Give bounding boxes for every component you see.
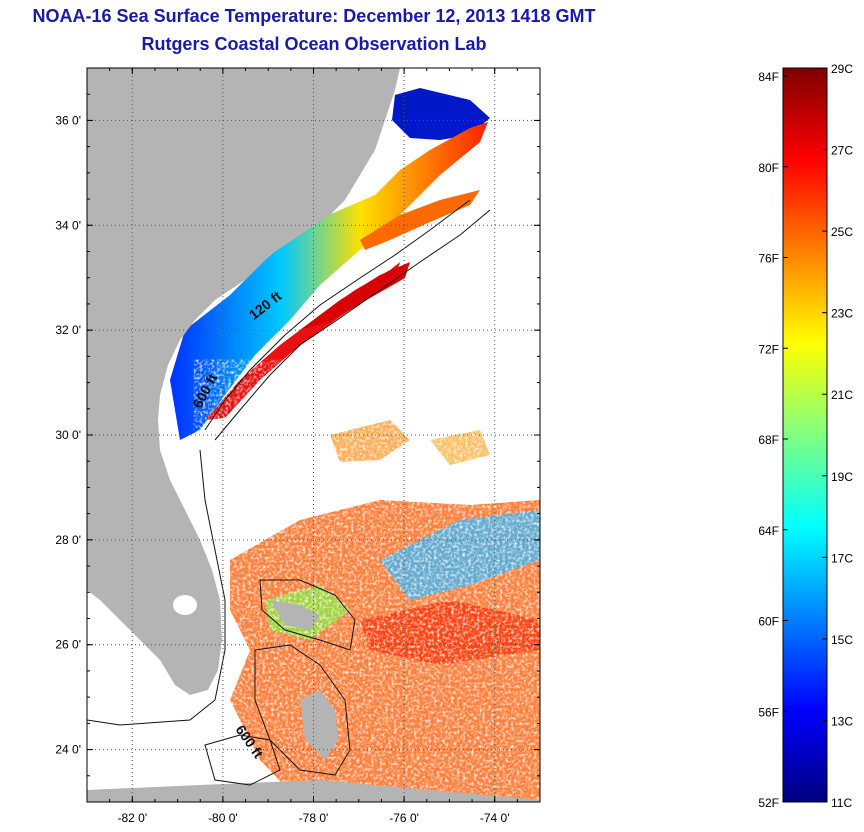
- colorbar-c-label: 11C: [831, 796, 852, 810]
- lat-tick-label: 32 0': [55, 323, 81, 337]
- colorbar-f-label: 64F: [758, 524, 779, 538]
- land-mass-southeast-us: [87, 68, 400, 695]
- colorbar-f-label: 84F: [758, 70, 779, 84]
- lake-okeechobee: [173, 595, 197, 615]
- lat-tick-label: 26 0': [55, 638, 81, 652]
- colorbar-f-label: 52F: [758, 796, 779, 810]
- cold-water-patch: [392, 88, 490, 140]
- axis-ticks: 36 0' 34 0' 32 0' 30 0' 28 0' 26 0' 24 0' -82 0…: [55, 67, 541, 825]
- colorbar-f-label: 76F: [758, 252, 779, 266]
- colorbar-f-label: 72F: [758, 342, 779, 356]
- colorbar-f-label: 60F: [758, 615, 779, 629]
- gulf-stream-core: [300, 262, 410, 330]
- colorbar-c-label: 25C: [831, 225, 853, 239]
- island-grand-bahama: [270, 600, 320, 630]
- island-cuba: [87, 780, 540, 802]
- lon-tick-label: -82 0': [117, 811, 147, 825]
- sst-data-layer: [87, 68, 540, 802]
- lat-tick-label: 24 0': [55, 743, 81, 757]
- contour-little-bahama-bank: [259, 579, 356, 651]
- lat-tick-label: 36 0': [55, 113, 81, 127]
- cloud-speckle: [225, 400, 540, 802]
- colorbar-celsius-labels: 29C 27C 25C 23C 21C 19C 17C 15C 13C 11C: [822, 62, 853, 810]
- colorbar-fahrenheit-labels: 84F 80F 76F 72F 68F 64F 60F 56F 52F: [758, 70, 788, 810]
- colorbar-f-label: 80F: [758, 161, 779, 175]
- shelf-water-band: [170, 122, 488, 440]
- colorbar-f-label: 68F: [758, 433, 779, 447]
- lat-tick-label: 28 0': [55, 533, 81, 547]
- colorbar-c-label: 23C: [831, 307, 853, 321]
- lon-tick-label: -80 0': [208, 811, 238, 825]
- lon-tick-label: -78 0': [299, 811, 329, 825]
- map-subtitle: Rutgers Coastal Ocean Observation Lab: [141, 34, 487, 54]
- colorbar-c-label: 19C: [831, 470, 853, 484]
- lat-tick-label: 30 0': [55, 428, 81, 442]
- contour-great-bahama-bank: [254, 644, 351, 776]
- warm-filament: [360, 190, 480, 250]
- colorbar-c-label: 17C: [831, 551, 853, 565]
- contour-120ft: [204, 199, 471, 431]
- colorbar: [782, 67, 828, 803]
- lat-tick-label: 34 0': [55, 218, 81, 232]
- colorbar-c-label: 15C: [831, 633, 853, 647]
- lon-tick-label: -74 0': [480, 811, 510, 825]
- colorbar-c-label: 27C: [831, 144, 853, 158]
- lon-tick-label: -76 0': [389, 811, 419, 825]
- colorbar-f-label: 56F: [758, 705, 779, 719]
- contour-florida-shelf: [87, 449, 226, 726]
- colorbar-c-label: 29C: [831, 62, 853, 76]
- contour-cay-sal-bank: [204, 734, 281, 786]
- colorbar-c-label: 13C: [831, 714, 853, 728]
- island-andros: [300, 690, 338, 760]
- colorbar-c-label: 21C: [831, 388, 853, 402]
- contour-600ft: [214, 209, 491, 441]
- map-title: NOAA-16 Sea Surface Temperature: Decembe…: [32, 6, 596, 26]
